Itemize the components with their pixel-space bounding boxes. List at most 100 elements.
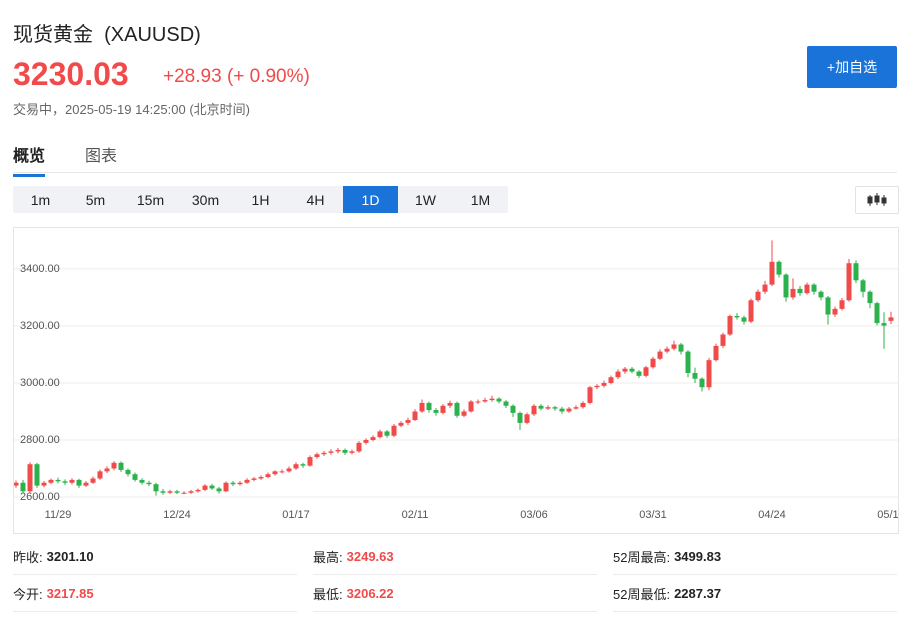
candle-body xyxy=(839,300,845,309)
period-button[interactable]: 1m xyxy=(30,191,51,208)
candle-body xyxy=(272,471,278,475)
stat-label: 52周最低: xyxy=(613,586,671,602)
candle-body xyxy=(125,469,131,475)
candle-body xyxy=(244,479,250,483)
status: 交易中，2025-05-19 14:25:00 (北京时间) xyxy=(13,102,250,117)
candle-body xyxy=(223,482,229,492)
stat-label: 今开: xyxy=(13,586,43,602)
stat-label: 52周最高: xyxy=(613,549,671,565)
candle-body xyxy=(769,261,775,285)
candle-body xyxy=(559,408,565,412)
period-button[interactable]: 15m xyxy=(136,191,165,208)
tab[interactable]: 图表 xyxy=(85,148,118,165)
period-button[interactable]: 4H xyxy=(306,191,325,208)
candle-body xyxy=(433,410,439,413)
x-tick-label: 12/24 xyxy=(163,509,191,521)
candle-body xyxy=(363,439,369,443)
candle-body xyxy=(615,371,621,378)
chart-type-button[interactable] xyxy=(855,186,899,214)
candle-body xyxy=(188,491,194,493)
x-tick-label: 11/29 xyxy=(45,509,72,521)
stat-label: 最高: xyxy=(313,549,343,565)
candle-body xyxy=(321,452,327,455)
y-tick-label: 3400.00 xyxy=(20,263,60,275)
tabs: 概览 图表 xyxy=(13,142,117,177)
candle-body xyxy=(881,323,887,326)
candle-body xyxy=(356,442,362,452)
candle-body xyxy=(97,471,103,479)
candle-body xyxy=(489,398,495,401)
candle-body xyxy=(349,451,355,453)
candle-body xyxy=(27,464,33,492)
candle-body xyxy=(601,382,607,386)
period-button[interactable]: 5m xyxy=(85,191,106,208)
candle-body xyxy=(426,402,432,411)
candle-body xyxy=(657,351,663,359)
candle-body xyxy=(468,401,474,412)
chart-frame: 2600.00 2800.00 3000.00 3200.00 3400.00 11/29… xyxy=(13,227,899,534)
candle-body xyxy=(713,345,719,361)
stats: 昨收: 3201.10 最高: 3249.63 52周最高: 3499.83 今开: 3217… xyxy=(13,538,897,612)
candle-body xyxy=(594,385,600,388)
candle-body xyxy=(118,462,124,470)
candle-body xyxy=(111,462,117,469)
candle-body xyxy=(20,482,26,492)
candle-body xyxy=(860,280,866,292)
candle-icon xyxy=(867,193,887,206)
candle-body xyxy=(230,482,236,485)
candle-body xyxy=(867,291,873,304)
change: +28.93 (+ 0.90%) xyxy=(163,66,310,88)
candle-body xyxy=(34,464,40,486)
candle-body xyxy=(629,368,635,372)
x-tick-label: 03/06 xyxy=(520,509,548,521)
candle-body xyxy=(797,288,803,294)
candle-body xyxy=(538,405,544,409)
candle-body xyxy=(209,485,215,489)
candle-body xyxy=(790,288,796,298)
stat: 52周最低: 2287.37 xyxy=(613,575,897,612)
candle-body xyxy=(265,474,271,478)
stat: 最高: 3249.63 xyxy=(313,538,597,575)
candle-body xyxy=(90,478,96,483)
price: 3230.03 xyxy=(13,56,129,92)
candle-body xyxy=(251,478,257,480)
stat-value: 3249.63 xyxy=(346,548,394,564)
candle-body xyxy=(566,408,572,412)
candle-body xyxy=(104,468,110,472)
stat: 最低: 3206.22 xyxy=(313,575,597,612)
tab[interactable]: 概览 xyxy=(13,142,46,177)
candle-body xyxy=(580,402,586,408)
candle-body xyxy=(524,414,530,423)
y-tick-label: 2600.00 xyxy=(20,491,60,503)
period-button[interactable]: 1H xyxy=(251,191,270,208)
candle-body xyxy=(748,300,754,322)
candle-body xyxy=(671,344,677,349)
candle-body xyxy=(811,284,817,292)
candle-body xyxy=(48,479,54,483)
x-tick-label: 05/19 xyxy=(877,509,898,521)
candle-body xyxy=(76,479,82,486)
candle-body xyxy=(734,315,740,318)
stat-value: 3499.83 xyxy=(674,548,722,564)
candle-body xyxy=(741,317,747,322)
candle-body xyxy=(727,315,733,335)
candle-body xyxy=(202,485,208,490)
candle-body xyxy=(300,464,306,466)
period-selector: 1m 5m 15m 30m 1H 4H 1D 1W 1M xyxy=(13,186,508,213)
add-watchlist-button[interactable]: +加自选 xyxy=(807,46,897,88)
period-button[interactable]: 1W xyxy=(415,191,436,208)
candle-body xyxy=(384,431,390,436)
candle-body xyxy=(307,457,313,466)
candle-body xyxy=(216,488,222,492)
candle-body xyxy=(776,261,782,275)
period-button[interactable]: 1M xyxy=(470,191,491,208)
y-tick-label: 2800.00 xyxy=(20,434,60,446)
candle-body xyxy=(818,291,824,298)
period-button[interactable]: 30m xyxy=(191,191,220,208)
candle-body xyxy=(573,407,579,409)
period-button[interactable]: 1D xyxy=(343,186,398,213)
stat: 今开: 3217.85 xyxy=(13,575,297,612)
candle-body xyxy=(531,405,537,415)
stats-row: 昨收: 3201.10 最高: 3249.63 52周最高: 3499.83 xyxy=(13,538,897,575)
